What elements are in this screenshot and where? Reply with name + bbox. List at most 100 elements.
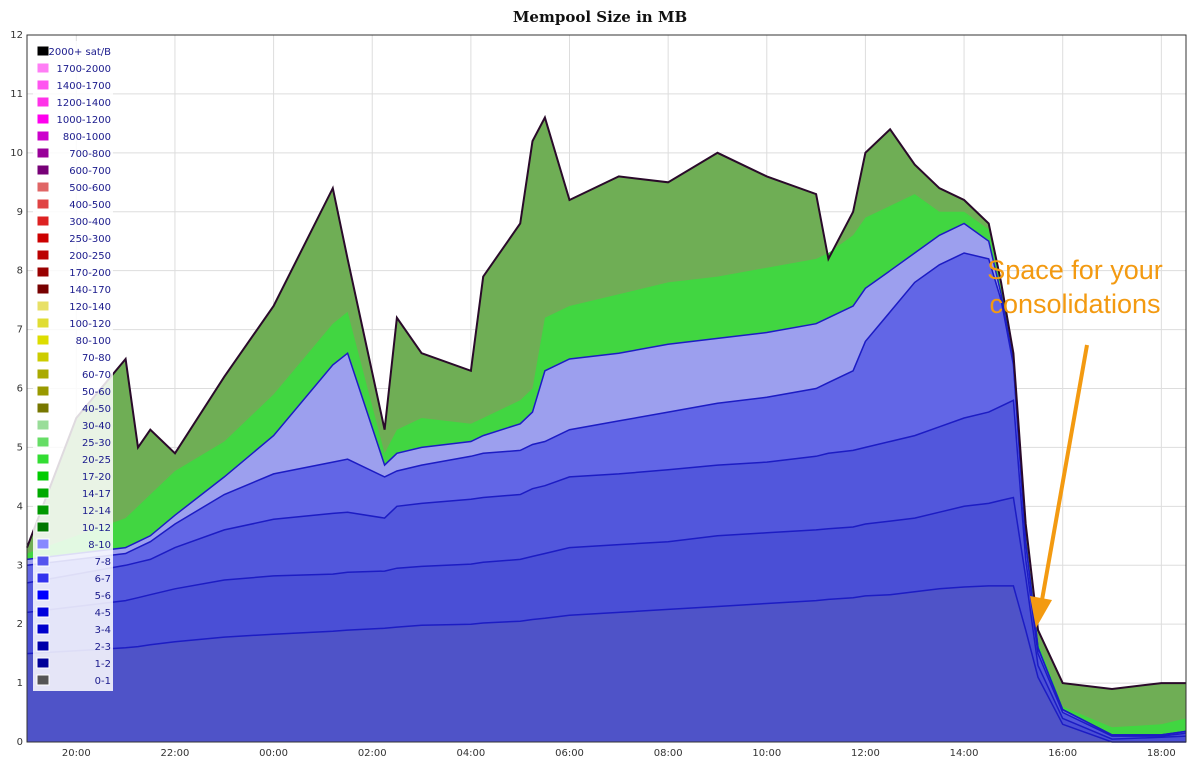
legend-label: 6-7: [95, 574, 111, 585]
x-tick-label: 06:00: [555, 748, 584, 759]
legend-swatch: [36, 351, 50, 363]
x-tick-label: 08:00: [654, 748, 683, 759]
legend-label: 20-25: [82, 455, 111, 466]
y-tick-label: 12: [10, 30, 23, 41]
y-tick-label: 11: [10, 89, 23, 100]
legend-label: 40-50: [82, 404, 111, 415]
x-tick-label: 04:00: [456, 748, 485, 759]
x-tick-label: 02:00: [358, 748, 387, 759]
legend-label: 5-6: [95, 591, 111, 602]
legend-label: 120-140: [69, 302, 111, 313]
layer-boundary-line: [26, 399, 1187, 737]
legend-label: 400-500: [69, 200, 111, 211]
x-tick-label: 00:00: [259, 748, 288, 759]
legend-swatch: [36, 215, 50, 227]
legend-label: 60-70: [82, 370, 111, 381]
y-tick-label: 10: [10, 148, 23, 159]
legend-swatch: [36, 79, 50, 91]
y-tick-label: 4: [17, 501, 23, 512]
layer-boundary-line: [26, 252, 1187, 736]
legend-swatch: [36, 453, 50, 465]
legend-label: 800-1000: [63, 132, 111, 143]
legend-label: 4-5: [95, 608, 111, 619]
y-tick-label: 3: [17, 560, 23, 571]
legend-swatch: [36, 640, 50, 652]
legend-label: 250-300: [69, 234, 111, 245]
legend-label: 200-250: [69, 251, 111, 262]
annotation: Space for your consolidations: [987, 255, 1163, 628]
y-tick-label: 5: [17, 442, 23, 453]
layer-boundary-line: [26, 496, 1187, 740]
legend-label: 700-800: [69, 149, 111, 160]
y-tick-label: 2: [17, 619, 23, 630]
legend-label: 100-120: [69, 319, 111, 330]
legend-label: 80-100: [76, 336, 111, 347]
annotation-arrow-head: [1030, 596, 1052, 628]
legend-swatch: [36, 181, 50, 193]
legend-label: 0-1: [95, 676, 111, 687]
legend-label: 50-60: [82, 387, 111, 398]
legend-swatch: [36, 470, 50, 482]
legend-label: 25-30: [82, 438, 111, 449]
y-tick-label: 9: [17, 207, 23, 218]
legend-label: 500-600: [69, 183, 111, 194]
x-tick-label: 16:00: [1048, 748, 1077, 759]
legend-label: 1400-1700: [56, 81, 111, 92]
x-tick-label: 20:00: [62, 748, 91, 759]
legend-swatch: [36, 538, 50, 550]
x-tick-label: 18:00: [1147, 748, 1176, 759]
legend-swatch: [36, 62, 50, 74]
area-layer-0: [27, 585, 1186, 742]
legend-swatch: [36, 402, 50, 414]
legend-label: 10-12: [82, 523, 111, 534]
legend-label: 30-40: [82, 421, 111, 432]
y-tick-label: 8: [17, 266, 23, 277]
plot-border: [26, 34, 1187, 743]
annotation-arrow-shaft: [1040, 344, 1089, 601]
legend-swatch: [36, 334, 50, 346]
legend-label: 2-3: [95, 642, 111, 653]
chart-title: Mempool Size in MB: [512, 8, 688, 26]
legend-swatch: [36, 623, 50, 635]
legend-swatch: [36, 113, 50, 125]
legend-label: 170-200: [69, 268, 111, 279]
x-tick-label: 14:00: [950, 748, 979, 759]
legend-swatch: [36, 368, 50, 380]
legend-label: 300-400: [69, 217, 111, 228]
legend-swatch: [36, 555, 50, 567]
legend-label: 8-10: [88, 540, 111, 551]
legend-swatch: [36, 45, 50, 57]
legend-swatch: [36, 249, 50, 261]
layer-boundary-line: [26, 585, 1186, 743]
legend-swatch: [36, 147, 50, 159]
legend-swatch: [36, 198, 50, 210]
legend-swatch: [36, 283, 50, 295]
legend-label: 600-700: [69, 166, 111, 177]
x-tick-label: 22:00: [161, 748, 190, 759]
legend-swatch: [36, 385, 50, 397]
legend: 2000+ sat/B 1700-2000 1400-1700 1200-1400 10…: [33, 41, 113, 691]
legend-label: 7-8: [95, 557, 111, 568]
x-tick-label: 12:00: [851, 748, 880, 759]
legend-label: 1200-1400: [56, 98, 111, 109]
legend-swatch: [36, 674, 50, 686]
y-tick-label: 1: [17, 678, 23, 689]
y-tick-label: 7: [17, 325, 23, 336]
legend-swatch: [36, 606, 50, 618]
legend-label: 17-20: [82, 472, 111, 483]
legend-swatch: [36, 317, 50, 329]
legend-label: 70-80: [82, 353, 111, 364]
legend-swatch: [36, 487, 50, 499]
legend-label: 1-2: [95, 659, 111, 670]
area-series: [26, 114, 1187, 743]
legend-swatch: [36, 657, 50, 669]
x-tick-label: 10:00: [752, 748, 781, 759]
legend-swatch: [36, 521, 50, 533]
legend-label: 140-170: [69, 285, 111, 296]
total-outline: [26, 114, 1186, 691]
annotation-line-1: Space for your: [987, 255, 1163, 285]
annotation-line-2: consolidations: [989, 289, 1160, 319]
y-tick-label: 6: [17, 384, 23, 395]
